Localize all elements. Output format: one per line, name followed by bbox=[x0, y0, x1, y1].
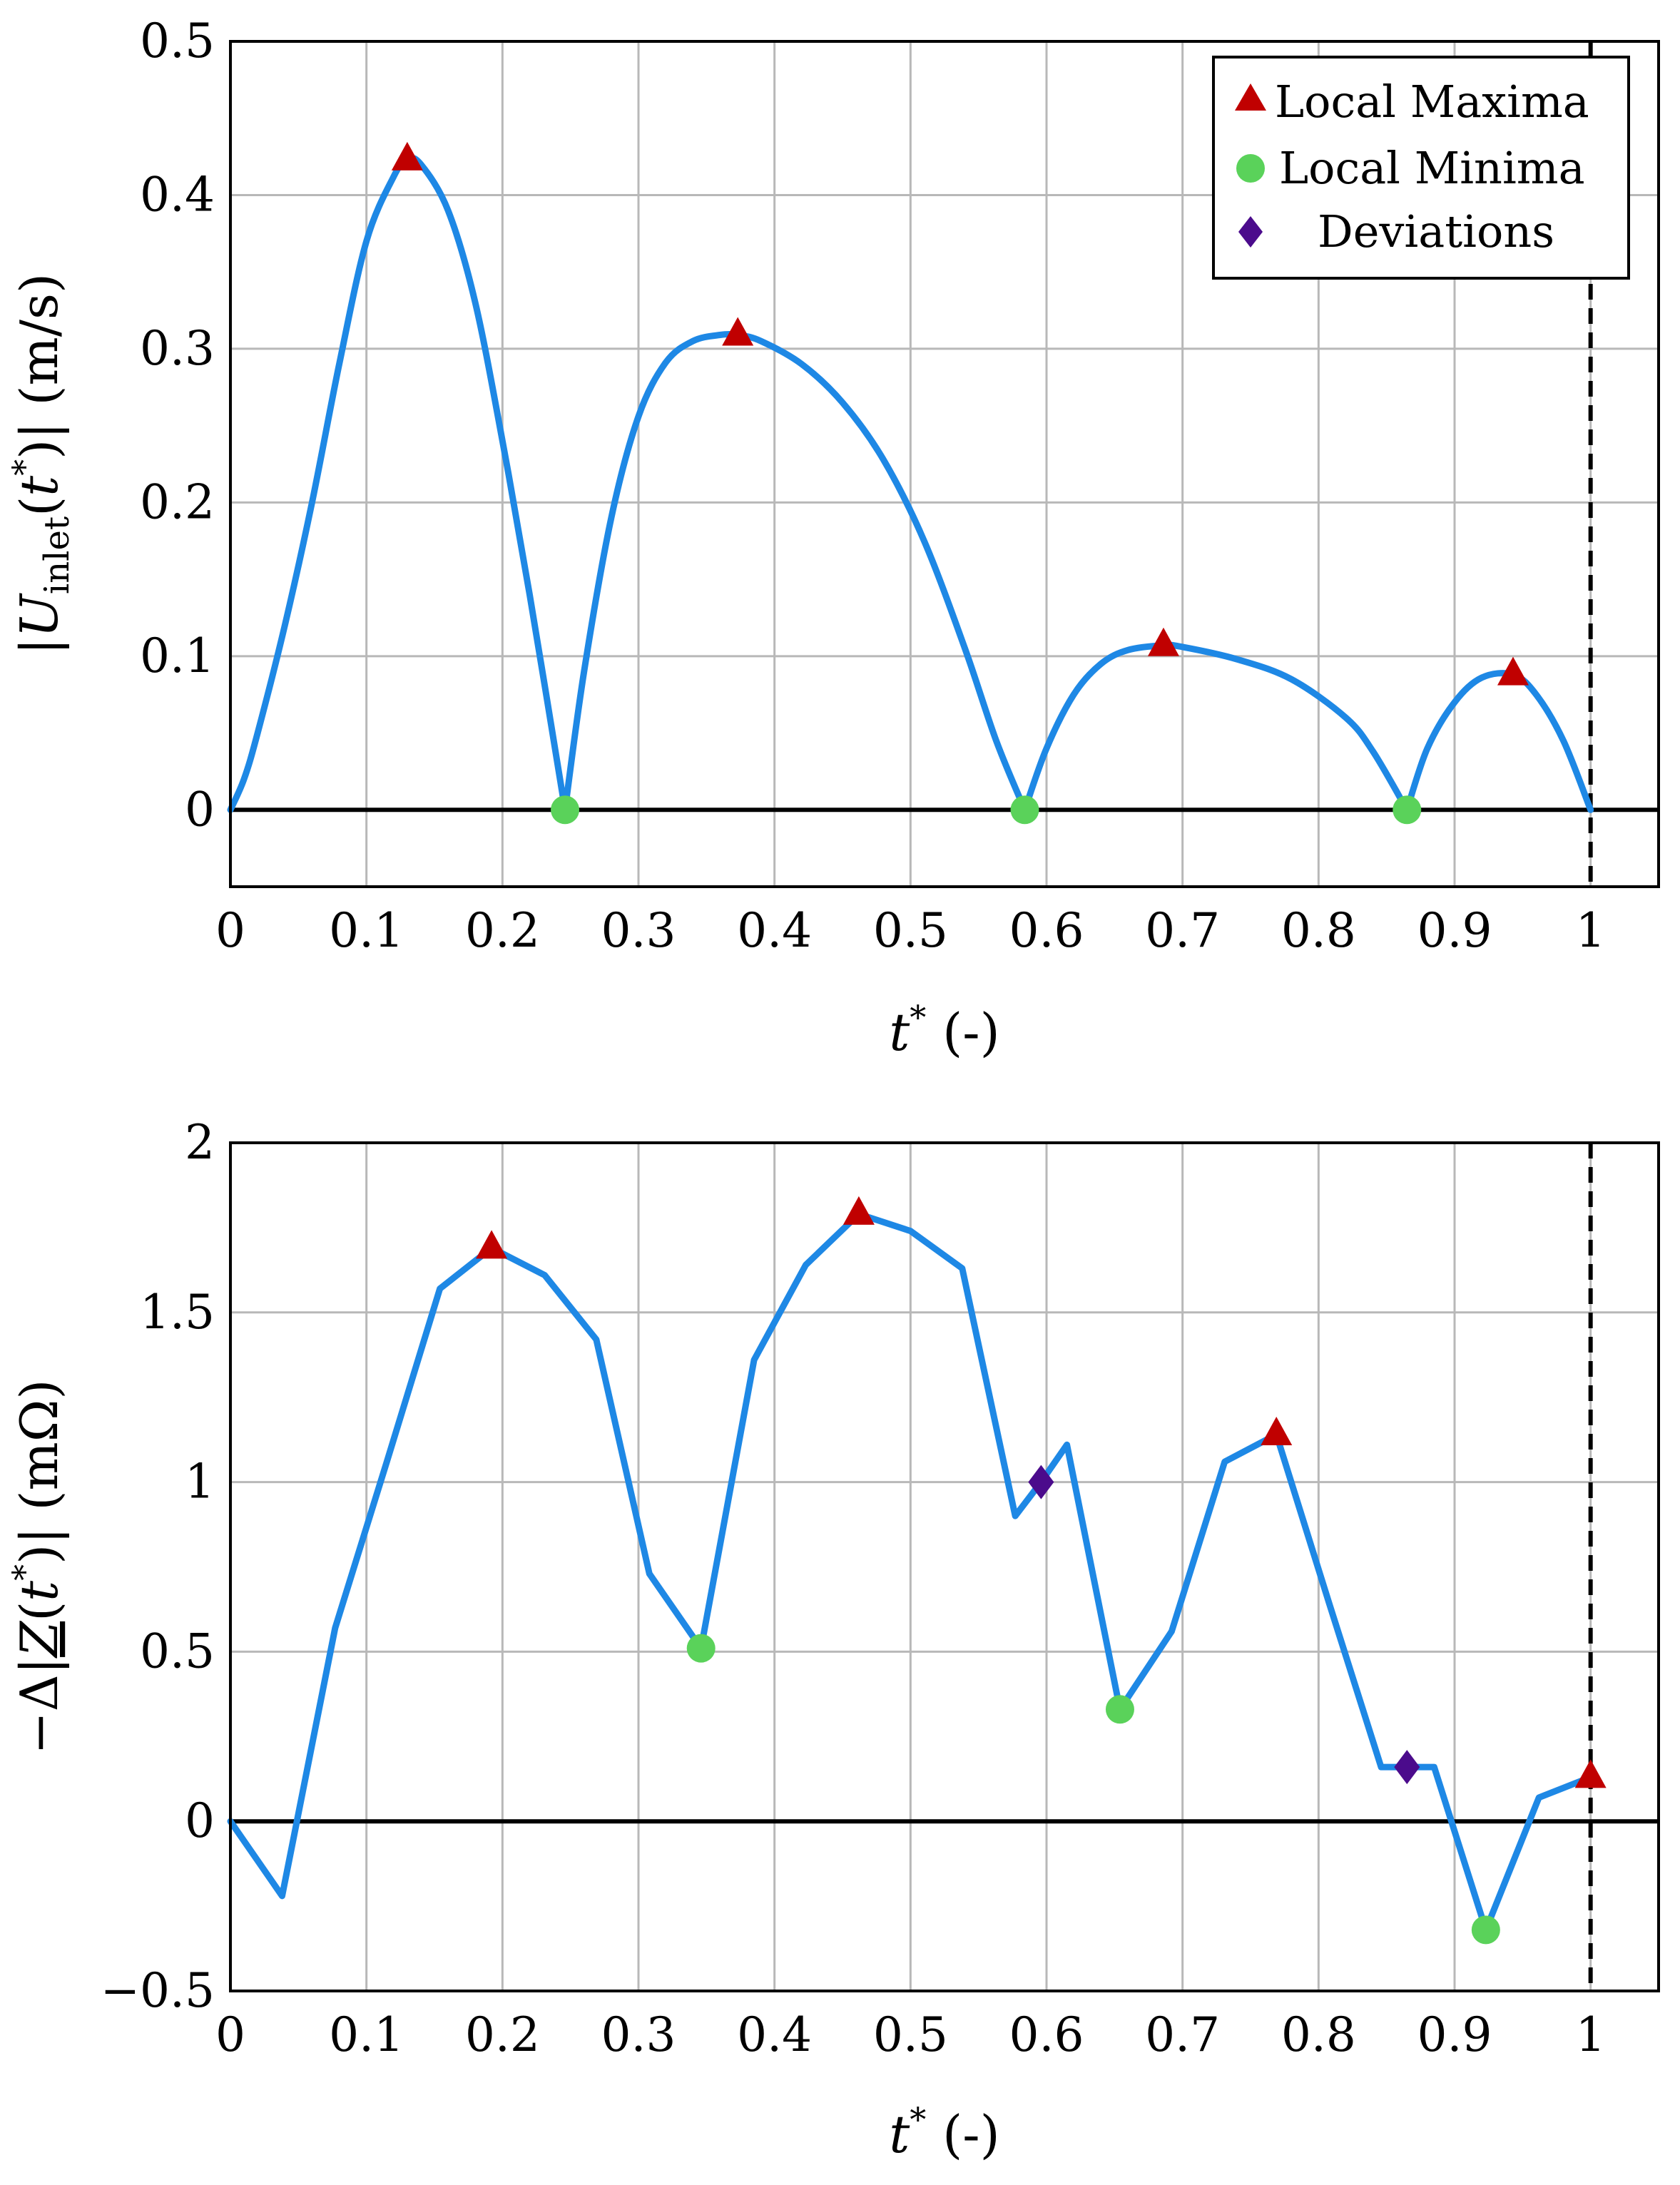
y-tick-label: 2 bbox=[185, 1115, 215, 1170]
y-tick-label: 0.5 bbox=[140, 14, 215, 68]
deviation-marker bbox=[1028, 1465, 1054, 1499]
chart-top-inlet-velocity: 0 0.1 0.2 0.3 0.4 0.5 0.6 0.7 0.8 0.9 1 0 0.1 0.2 0.3… bbox=[5, 14, 1660, 1062]
legend-label-maxima: Local Maxima bbox=[1275, 76, 1589, 128]
x-tick-label: 1 bbox=[1576, 2007, 1606, 2062]
legend-box bbox=[1212, 56, 1630, 280]
chart-bottom-impedance: 0 0.1 0.2 0.3 0.4 0.5 0.6 0.7 0.8 0.9 1 −0.500.511… bbox=[5, 1115, 1660, 2164]
local-minimum-marker bbox=[1105, 1695, 1134, 1724]
legend: Local Maxima Local Minima Deviations bbox=[1212, 56, 1630, 280]
y-tick-label: 0.3 bbox=[140, 321, 215, 376]
x-tick-label: 0.2 bbox=[465, 2007, 540, 2062]
series-line bbox=[227, 155, 1594, 813]
local-maximum-marker bbox=[722, 317, 754, 346]
y-tick-labels: 0 0.1 0.2 0.3 0.4 0.5 bbox=[140, 14, 215, 837]
plot-frame bbox=[229, 40, 1660, 888]
deviation-marker bbox=[1394, 1750, 1420, 1785]
legend-label-minima: Local Minima bbox=[1279, 142, 1585, 194]
local-minimum-marker bbox=[686, 1634, 716, 1663]
local-maximum-marker bbox=[476, 1230, 508, 1259]
y-tick-labels: −0.5 0 0.5 1 1.5 2 bbox=[101, 1115, 215, 2018]
x-tick-label: 0 bbox=[215, 903, 245, 958]
legend-circle-marker bbox=[1236, 154, 1265, 183]
x-tick-label: 0.9 bbox=[1417, 903, 1492, 958]
local-maximum-marker bbox=[391, 141, 423, 170]
local-minimum-marker bbox=[1010, 795, 1039, 825]
y-tick-label: 0.1 bbox=[140, 628, 215, 683]
x-tick-label: 0.8 bbox=[1281, 2007, 1356, 2062]
x-tick-label: 0.4 bbox=[737, 903, 812, 958]
x-tick-label: 0.4 bbox=[737, 2007, 812, 2062]
x-tick-label: 0.2 bbox=[465, 903, 540, 958]
x-tick-label: 0.9 bbox=[1417, 2007, 1492, 2062]
x-tick-label: 0 bbox=[215, 2007, 245, 2062]
local-maximum-marker bbox=[1574, 1759, 1607, 1788]
local-maximum-marker bbox=[1497, 656, 1529, 686]
y-axis-label: −Δ|Z(t*)| (mΩ) bbox=[5, 1379, 69, 1754]
local-maximum-marker bbox=[1147, 627, 1179, 656]
legend-diamond-marker bbox=[1238, 216, 1263, 248]
x-tick-label: 0.6 bbox=[1009, 2007, 1084, 2062]
local-minimum-marker bbox=[551, 795, 580, 825]
x-tick-labels: 0 0.1 0.2 0.3 0.4 0.5 0.6 0.7 0.8 0.9 1 bbox=[215, 903, 1606, 958]
x-tick-label: 0.7 bbox=[1145, 2007, 1220, 2062]
y-tick-label: 0 bbox=[185, 782, 215, 837]
x-tick-label: 0.7 bbox=[1145, 903, 1220, 958]
legend-label-deviations: Deviations bbox=[1318, 205, 1554, 258]
local-maximum-marker bbox=[1261, 1417, 1293, 1446]
local-minimum-marker bbox=[1471, 1915, 1500, 1945]
markers bbox=[391, 141, 1529, 825]
x-tick-label: 0.1 bbox=[329, 2007, 404, 2062]
x-tick-label: 1 bbox=[1576, 903, 1606, 958]
x-tick-label: 0.3 bbox=[601, 2007, 676, 2062]
y-tick-label: 0.2 bbox=[140, 474, 215, 529]
grid bbox=[229, 1141, 1659, 1992]
x-tick-label: 0.8 bbox=[1281, 903, 1356, 958]
y-tick-label: 0 bbox=[185, 1793, 215, 1848]
local-minimum-marker bbox=[1393, 795, 1422, 825]
x-tick-label: 0.3 bbox=[601, 903, 676, 958]
y-tick-label: 0.5 bbox=[140, 1624, 215, 1679]
x-tick-labels: 0 0.1 0.2 0.3 0.4 0.5 0.6 0.7 0.8 0.9 1 bbox=[215, 2007, 1606, 2062]
legend-triangle-marker bbox=[1235, 83, 1266, 111]
x-axis-label: t* (-) bbox=[889, 2100, 999, 2164]
y-tick-label: −0.5 bbox=[101, 1963, 215, 2018]
series-line bbox=[227, 1211, 1594, 1933]
y-tick-label: 1.5 bbox=[140, 1285, 215, 1340]
y-axis-label: |Uinlet(t*)| (m/s) bbox=[5, 273, 77, 655]
markers bbox=[476, 1196, 1607, 1945]
x-axis-label: t* (-) bbox=[889, 998, 999, 1062]
x-tick-label: 0.5 bbox=[873, 903, 948, 958]
plot-frame bbox=[229, 1141, 1660, 1992]
local-maximum-marker bbox=[842, 1196, 875, 1225]
x-tick-label: 0.1 bbox=[329, 903, 404, 958]
x-tick-label: 0.6 bbox=[1009, 903, 1084, 958]
x-tick-label: 0.5 bbox=[873, 2007, 948, 2062]
y-tick-label: 1 bbox=[185, 1455, 215, 1509]
y-tick-label: 0.4 bbox=[140, 167, 215, 222]
